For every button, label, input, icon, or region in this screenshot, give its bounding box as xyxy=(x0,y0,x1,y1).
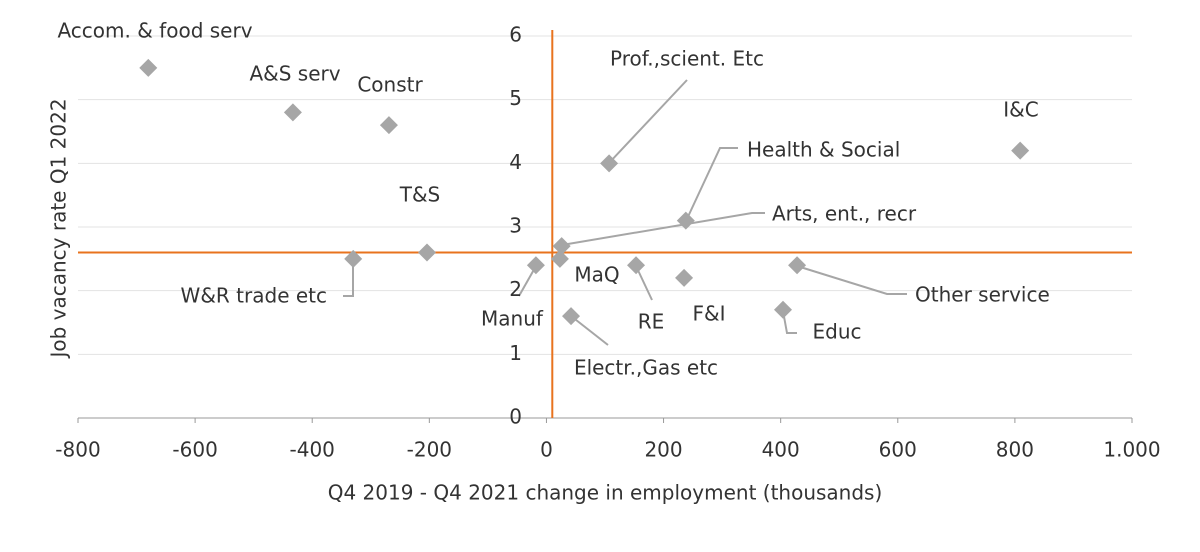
x-tick-label: 1.000 xyxy=(1103,438,1160,462)
point xyxy=(788,256,807,275)
point xyxy=(139,58,158,77)
point xyxy=(552,237,571,256)
x-tick-label: -600 xyxy=(172,438,217,462)
point-label: MaQ xyxy=(574,263,619,287)
point xyxy=(379,116,398,135)
point-label: Health & Social xyxy=(747,138,900,162)
point-label: W&R trade etc xyxy=(181,284,327,308)
point xyxy=(600,154,619,173)
connector xyxy=(796,265,907,295)
connector xyxy=(570,315,609,346)
point-label: Prof.,scient. Etc xyxy=(610,47,764,71)
connector xyxy=(608,79,688,164)
x-tick-label: 600 xyxy=(879,438,917,462)
point xyxy=(417,243,436,262)
y-tick-label: 5 xyxy=(509,86,522,110)
x-axis-title: Q4 2019 - Q4 2021 change in employment (… xyxy=(328,481,883,505)
y-tick-label: 3 xyxy=(509,214,522,238)
point xyxy=(562,307,581,326)
point-label: RE xyxy=(638,310,665,334)
point xyxy=(676,211,695,230)
connector xyxy=(635,265,653,301)
point-label: A&S serv xyxy=(249,62,340,86)
point xyxy=(627,256,646,275)
point-label: Accom. & food serv xyxy=(57,19,252,43)
point-label: T&S xyxy=(399,183,441,207)
point xyxy=(774,300,793,319)
connector xyxy=(685,147,738,222)
connectors xyxy=(343,79,907,346)
point-label: Other service xyxy=(915,283,1050,307)
point-label: Constr xyxy=(357,73,423,97)
y-tick-label: 2 xyxy=(509,277,522,301)
point xyxy=(526,256,545,275)
x-tick-label: -400 xyxy=(290,438,335,462)
x-tick-label: 400 xyxy=(762,438,800,462)
point xyxy=(550,249,569,268)
x-tick-label: -800 xyxy=(55,438,100,462)
x-tick-label: 0 xyxy=(540,438,553,462)
point xyxy=(1011,141,1030,160)
connector xyxy=(561,212,765,246)
y-tick-label: 1 xyxy=(509,341,522,365)
connector xyxy=(343,259,354,297)
point-label: Arts, ent., recr xyxy=(772,202,917,226)
point xyxy=(344,249,363,268)
point-label: I&C xyxy=(1003,98,1038,122)
y-tick-label: 0 xyxy=(509,405,522,429)
point-label: Manuf xyxy=(481,307,544,331)
x-tick-label: -200 xyxy=(407,438,452,462)
y-tick-label: 4 xyxy=(509,150,522,174)
point-label: Electr.,Gas etc xyxy=(574,356,718,380)
y-tick-label: 6 xyxy=(509,23,522,47)
x-tick-label: 800 xyxy=(996,438,1034,462)
point xyxy=(675,268,694,287)
point xyxy=(283,103,302,122)
y-axis-title: Job vacancy rate Q1 2022 xyxy=(47,98,71,359)
point-label: F&I xyxy=(693,302,726,326)
x-tick-label: 200 xyxy=(644,438,682,462)
connector xyxy=(782,310,797,334)
point-label: Educ xyxy=(812,320,861,344)
